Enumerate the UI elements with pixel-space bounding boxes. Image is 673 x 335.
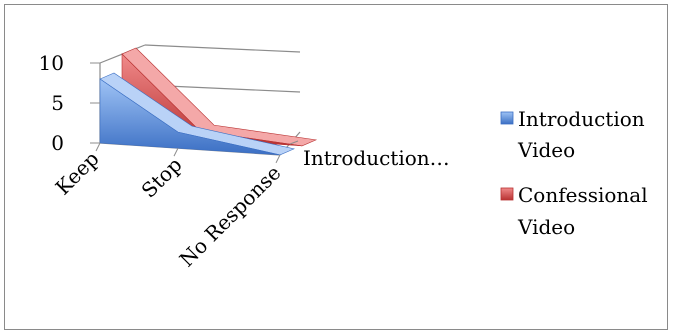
depth-tick-mark [289,140,299,145]
x-tick-label: No Response [175,161,286,272]
x-tick-mark [95,142,101,152]
depth-axis-label: Introduction… [303,146,450,170]
series-area [99,78,281,156]
series-introduction-video [99,72,295,156]
y-tick-label: 10 [39,51,64,75]
legend-label-introduction-line2: Video [517,138,575,162]
y-tick-label: 0 [51,131,64,155]
legend-swatch-introduction-video [500,111,514,125]
legend-swatch-confessional-video [500,187,514,201]
gridline-top-back [144,44,301,53]
legend-label-confessional-line1: Confessional [518,183,648,207]
y-axis-ticks: 0 5 10 [39,51,100,155]
y-tick-label: 5 [51,91,64,115]
chart-frame [4,4,668,330]
x-tick-mark [173,147,179,157]
legend-label-introduction-line1: Introduction [518,107,645,131]
legend: Introduction Video Confessional Video [500,107,648,239]
series-layer [99,47,318,156]
legend-label-confessional-line2: Video [517,215,575,239]
x-tick-mark [275,154,281,164]
x-tick-label: Stop [137,153,187,203]
